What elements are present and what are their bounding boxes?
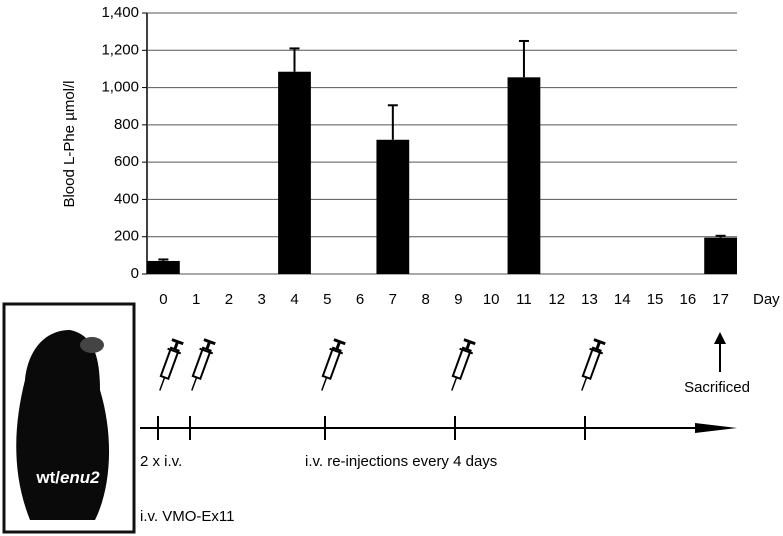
error-bar <box>715 234 726 238</box>
x-tick-label: 10 <box>483 291 500 308</box>
y-axis-label: Blood L-Phe µmol/l <box>61 80 78 207</box>
syringe-handle <box>593 338 606 346</box>
x-tick-label: 13 <box>581 291 598 308</box>
x-tick-label: 9 <box>454 291 462 308</box>
syringe <box>191 338 216 391</box>
error-bar <box>387 104 398 140</box>
bar <box>376 139 410 274</box>
syringe-needle <box>451 377 458 391</box>
sacrifice-label: Sacrificed <box>684 379 750 396</box>
syringe-barrel <box>451 346 472 381</box>
x-axis-label: Day <box>753 291 780 308</box>
syringe-flange <box>167 347 182 355</box>
y-tick-label: 1,200 <box>101 41 139 58</box>
y-tick-label: 1,400 <box>101 4 139 21</box>
x-tick-label: 14 <box>614 291 631 308</box>
syringe-handle <box>333 338 346 346</box>
error-bar <box>158 258 169 261</box>
syringe <box>581 338 606 391</box>
syringe-flange <box>459 347 474 355</box>
mouse-ear <box>80 337 104 353</box>
x-tick-label: 6 <box>356 291 364 308</box>
syringe-handle <box>171 338 184 346</box>
bar <box>507 77 541 274</box>
x-tick-label: 2 <box>225 291 233 308</box>
image-label-italic: enu2 <box>60 468 100 487</box>
y-tick-label: 400 <box>114 190 139 207</box>
syringes <box>159 338 606 391</box>
x-tick-label: 17 <box>712 291 729 308</box>
syringe-needle <box>191 377 198 391</box>
syringe-handle <box>463 338 476 346</box>
syringe-flange <box>199 347 214 355</box>
x-tick-label: 3 <box>258 291 266 308</box>
syringe-barrel <box>581 346 602 381</box>
x-tick-label: 12 <box>548 291 565 308</box>
syringe-needle <box>159 377 166 391</box>
x-tick-label: 8 <box>421 291 429 308</box>
injection-ticks <box>157 416 586 440</box>
agent-label: i.v. VMO-Ex11 <box>140 508 234 525</box>
syringe-needle <box>321 377 328 391</box>
x-tick-label: 0 <box>159 291 167 308</box>
syringe <box>321 338 346 391</box>
x-tick-label: 11 <box>516 291 532 308</box>
bar <box>147 260 180 274</box>
syringe <box>159 338 184 391</box>
syringe <box>451 338 476 391</box>
y-tick-label: 800 <box>114 116 139 133</box>
mouse-silhouette <box>16 330 110 520</box>
x-tick-label: 1 <box>192 291 200 308</box>
first-injection-label: 2 x i.v. <box>140 453 182 470</box>
error-bar <box>289 47 300 72</box>
y-tick-label: 200 <box>114 228 139 245</box>
x-tick-label: 7 <box>389 291 397 308</box>
reinjection-label: i.v. re-injections every 4 days <box>305 453 497 470</box>
syringe-flange <box>589 347 604 355</box>
bar <box>704 237 737 274</box>
image-label-prefix: wt/ <box>35 468 60 487</box>
x-tick-label: 4 <box>290 291 298 308</box>
syringe-handle <box>203 338 216 346</box>
error-bar <box>518 39 529 78</box>
x-tick-label: 15 <box>647 291 664 308</box>
y-tick-label: 1,000 <box>101 79 139 96</box>
y-tick-label: 600 <box>114 153 139 170</box>
x-tick-label: 5 <box>323 291 331 308</box>
y-tick-label: 0 <box>131 265 139 282</box>
bar <box>278 71 311 274</box>
sacrifice-arrowhead <box>714 332 726 344</box>
timeline-arrowhead <box>695 423 737 433</box>
x-tick-label: 16 <box>679 291 696 308</box>
syringe-barrel <box>321 346 342 381</box>
syringe-flange <box>329 347 344 355</box>
syringe-needle <box>581 377 588 391</box>
image-label: wt/enu2 <box>35 468 100 487</box>
